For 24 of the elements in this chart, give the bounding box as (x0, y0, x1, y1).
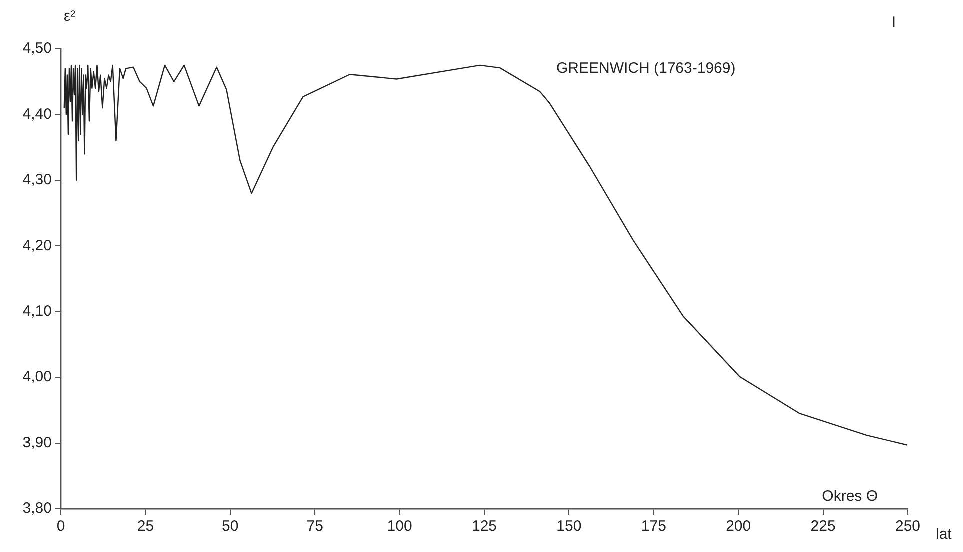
x-tick-label: 75 (306, 518, 324, 536)
y-tick-label: 4,10 (22, 303, 52, 320)
y-axis-title: ε² (64, 8, 76, 25)
y-tick-label: 3,80 (22, 500, 52, 518)
text: lat (936, 526, 953, 543)
x-tick-label: 200 (726, 518, 752, 536)
x-tick-label: 0 (56, 518, 66, 536)
y-tick-label: 4,50 (22, 40, 52, 58)
text: GREENWICH (1763-1969) (556, 60, 736, 77)
x-tick-label: 50 (222, 518, 239, 536)
x-tick-label: 225 (810, 518, 836, 536)
x-tick-label: 150 (556, 518, 582, 536)
x-tick-label: 100 (387, 518, 412, 536)
x-axis-title: Okres Θ (822, 488, 878, 505)
x-tick-label: 250 (895, 518, 921, 536)
y-tick-label: 4,20 (22, 237, 52, 254)
text: I (892, 14, 896, 31)
x-tick-label: 125 (472, 518, 498, 536)
x-tick-label: 175 (641, 518, 666, 536)
y-tick-label: 4,00 (22, 368, 52, 386)
y-tick-label: 4,40 (22, 106, 52, 123)
x-tick-label: 25 (137, 518, 154, 536)
y-tick-label: 3,90 (22, 434, 52, 452)
y-tick-label: 4,30 (22, 172, 52, 189)
